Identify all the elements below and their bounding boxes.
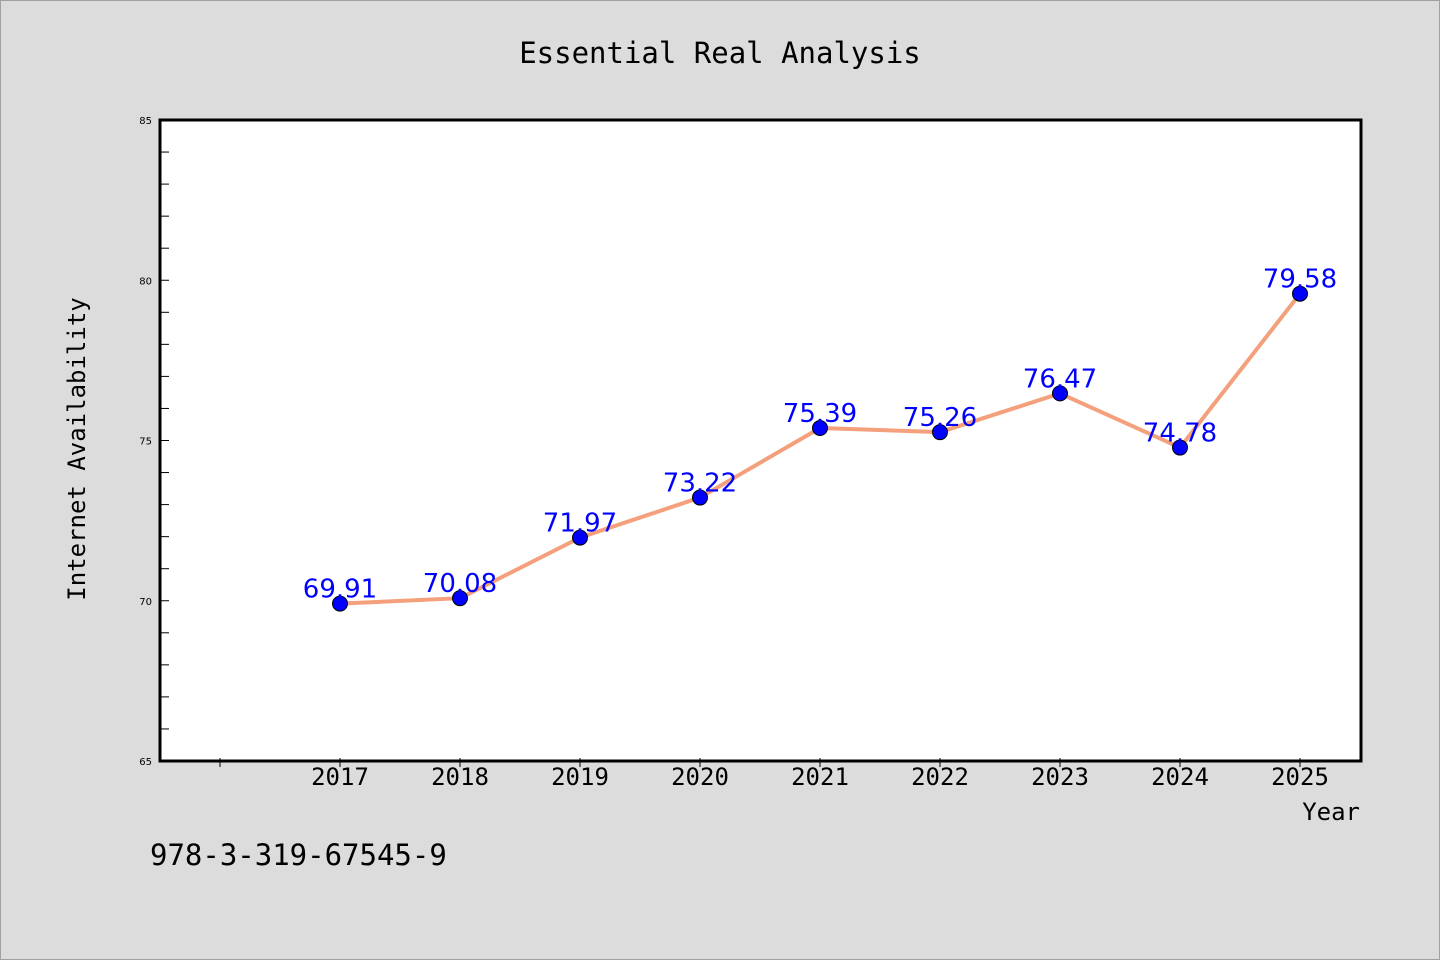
x-axis: 2017 2018 2019 2020 2021 2022 2023 2024 2025: [219, 758, 1329, 791]
data-point: [1292, 285, 1308, 302]
data-label: 75.39: [783, 399, 857, 429]
data-point: [332, 595, 348, 612]
data-label-group: 69.91 70.08 71.97 73.22 75.39 75.26 76.47 74.78…: [303, 265, 1337, 605]
x-tick-label: 2021: [791, 763, 849, 791]
x-tick-label: 2020: [671, 763, 729, 791]
data-point: [452, 590, 468, 607]
y-tick-label: 80: [139, 276, 152, 287]
data-label: 70.08: [423, 569, 497, 599]
x-tick-label: 2018: [431, 763, 489, 791]
x-tick-label: 2023: [1031, 763, 1089, 791]
x-tick-label: 2024: [1151, 763, 1209, 791]
y-axis-label: Internet Availability: [63, 297, 91, 600]
data-point: [572, 529, 588, 546]
y-tick-label: 70: [139, 597, 152, 608]
data-label: 74.78: [1143, 419, 1217, 449]
x-tick-label: 2025: [1271, 763, 1329, 791]
data-label: 79.58: [1263, 265, 1337, 295]
y-tick-label: 85: [139, 116, 152, 127]
data-label: 75.26: [903, 403, 977, 433]
x-tick-label: 2017: [311, 763, 369, 791]
x-axis-label: Year: [1302, 798, 1360, 826]
data-point: [932, 424, 948, 441]
data-label: 71.97: [543, 509, 617, 539]
data-point: [1172, 439, 1188, 456]
chart-title: Essential Real Analysis: [519, 36, 921, 70]
footer-text: 978-3-319-67545-9: [150, 838, 447, 872]
data-point: [812, 420, 828, 437]
data-point: [692, 489, 708, 506]
data-point: [1052, 385, 1068, 402]
data-label: 73.22: [663, 469, 737, 499]
plot-frame: [158, 118, 1363, 763]
x-tick-label: 2019: [551, 763, 609, 791]
y-tick-label: 75: [139, 437, 152, 448]
series-group: [332, 285, 1308, 612]
data-label: 76.47: [1023, 364, 1097, 394]
y-tick-label: 65: [139, 757, 152, 768]
data-label: 69.91: [303, 575, 377, 605]
x-tick-label: 2022: [911, 763, 969, 791]
